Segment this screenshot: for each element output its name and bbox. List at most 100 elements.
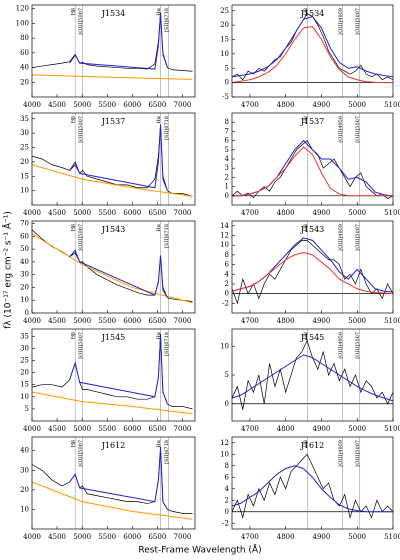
y-tick-label: 10 xyxy=(220,241,229,249)
line-marker-label: [SII]6718 xyxy=(164,8,170,32)
line-marker-label: Hα xyxy=(156,115,162,123)
x-tick-label: 5100 xyxy=(384,425,400,433)
line-marker-label: [SII]6718 xyxy=(164,116,170,140)
line-marker-label: [OIII]4959 xyxy=(338,224,344,251)
line-marker-label: [OIII]5007 xyxy=(78,332,84,359)
model-line xyxy=(32,481,193,520)
line-marker-label: [OIII]4959 xyxy=(338,8,344,35)
x-tick-label: 5000 xyxy=(348,533,366,541)
y-tick-label: 0 xyxy=(225,400,229,408)
y-tick-label: 4 xyxy=(225,270,230,278)
plot-area xyxy=(32,5,193,97)
y-tick-label: 50 xyxy=(20,245,29,253)
x-tick-label: 6000 xyxy=(123,533,141,541)
y-tick-label: 60 xyxy=(20,232,29,240)
plot-area xyxy=(232,221,393,313)
y-tick-label: 10 xyxy=(20,393,29,401)
x-tick-label: 7000 xyxy=(174,209,192,217)
plot-area xyxy=(232,329,393,421)
plot-area xyxy=(32,221,193,313)
y-tick-label: 15 xyxy=(20,172,29,180)
panel-title: J1537 xyxy=(300,117,325,126)
model-line xyxy=(232,146,393,197)
model-line xyxy=(69,448,168,510)
y-tick-label: 4 xyxy=(225,485,230,493)
line-marker-label: [OIII]4959 xyxy=(338,332,344,359)
y-tick-label: 20 xyxy=(220,21,229,29)
x-tick-label: 6000 xyxy=(123,317,141,325)
y-tick-label: 40 xyxy=(20,447,29,455)
axes-frame xyxy=(231,220,394,314)
x-tick-label: 5100 xyxy=(384,317,400,325)
line-marker-label: [SII]6718 xyxy=(164,440,170,464)
line-marker-label: [OIII]5007 xyxy=(78,116,84,143)
model-line xyxy=(232,26,393,84)
line-marker-label: [OIII]4959 xyxy=(338,116,344,143)
y-tick-label: 2 xyxy=(225,173,229,181)
y-tick-label: 10 xyxy=(220,450,229,458)
x-tick-label: 5000 xyxy=(348,425,366,433)
model-line xyxy=(32,74,193,80)
x-tick-label: 5000 xyxy=(73,101,91,109)
y-tick-label: 8 xyxy=(225,118,229,126)
line-marker-label: [OIII]5007 xyxy=(78,224,84,251)
y-tick-label: 25 xyxy=(220,7,229,15)
y-tick-label: 20 xyxy=(20,283,29,291)
y-tick-label: 12 xyxy=(220,439,229,447)
y-tick-label: 1 xyxy=(225,183,229,191)
y-tick-label: 20 xyxy=(20,78,29,86)
y-tick-label: 0 xyxy=(225,192,229,200)
y-tick-label: -2 xyxy=(222,299,229,307)
y-tick-label: 70 xyxy=(20,220,29,228)
y-tick-label: 6 xyxy=(225,473,230,481)
x-tick-label: 4800 xyxy=(277,317,295,325)
line-marker-label: [OIII]4959 xyxy=(338,440,344,467)
x-tick-label: 4700 xyxy=(241,209,259,217)
x-tick-label: 4000 xyxy=(23,101,41,109)
line-marker-label: Hβ xyxy=(303,116,309,123)
axes-frame xyxy=(31,4,196,98)
plot-area xyxy=(32,437,193,529)
x-tick-label: 4800 xyxy=(277,209,295,217)
y-tick-label: 20 xyxy=(20,158,29,166)
y-tick-label: 35 xyxy=(20,115,29,123)
plot-area xyxy=(232,437,393,529)
x-tick-label: 5000 xyxy=(348,317,366,325)
x-tick-label: 6500 xyxy=(148,101,166,109)
x-tick-label: 6500 xyxy=(148,317,166,325)
x-axis-label: Rest-Frame Wavelength (Å) xyxy=(138,544,261,556)
line-marker-label: [OIII]5007 xyxy=(355,332,361,359)
model-line xyxy=(232,251,393,295)
x-tick-label: 4800 xyxy=(277,533,295,541)
line-marker-label: Hβ xyxy=(303,332,309,339)
x-tick-label: 4000 xyxy=(23,425,41,433)
x-tick-label: 5000 xyxy=(73,209,91,217)
model-line xyxy=(232,237,393,293)
axes-frame xyxy=(231,112,394,206)
x-tick-label: 5100 xyxy=(384,209,400,217)
model-line xyxy=(232,15,393,78)
spectrum xyxy=(232,453,393,519)
y-tick-label: 2 xyxy=(225,280,229,288)
model-line xyxy=(69,249,168,298)
panel-title: J1612 xyxy=(300,441,325,450)
line-marker-label: [OIII]5007 xyxy=(78,440,84,467)
line-marker-label: [OIII]5007 xyxy=(355,116,361,143)
y-tick-label: 2 xyxy=(225,496,229,504)
x-tick-label: 6000 xyxy=(123,101,141,109)
model-line xyxy=(232,465,393,513)
y-tick-label: 25 xyxy=(20,144,29,152)
x-tick-label: 4500 xyxy=(48,317,66,325)
x-tick-label: 4700 xyxy=(241,101,259,109)
model-line xyxy=(232,354,393,402)
y-tick-label: -5 xyxy=(222,93,229,101)
y-tick-label: 15 xyxy=(220,36,229,44)
x-tick-label: 5100 xyxy=(384,533,400,541)
panel-title: J1534 xyxy=(300,9,325,18)
x-tick-label: 4900 xyxy=(313,425,331,433)
model-line xyxy=(69,13,168,70)
x-tick-label: 5500 xyxy=(98,317,116,325)
line-marker-label: Hβ xyxy=(71,332,77,339)
y-tick-label: 30 xyxy=(20,466,29,474)
y-tick-label: 60 xyxy=(20,49,29,57)
